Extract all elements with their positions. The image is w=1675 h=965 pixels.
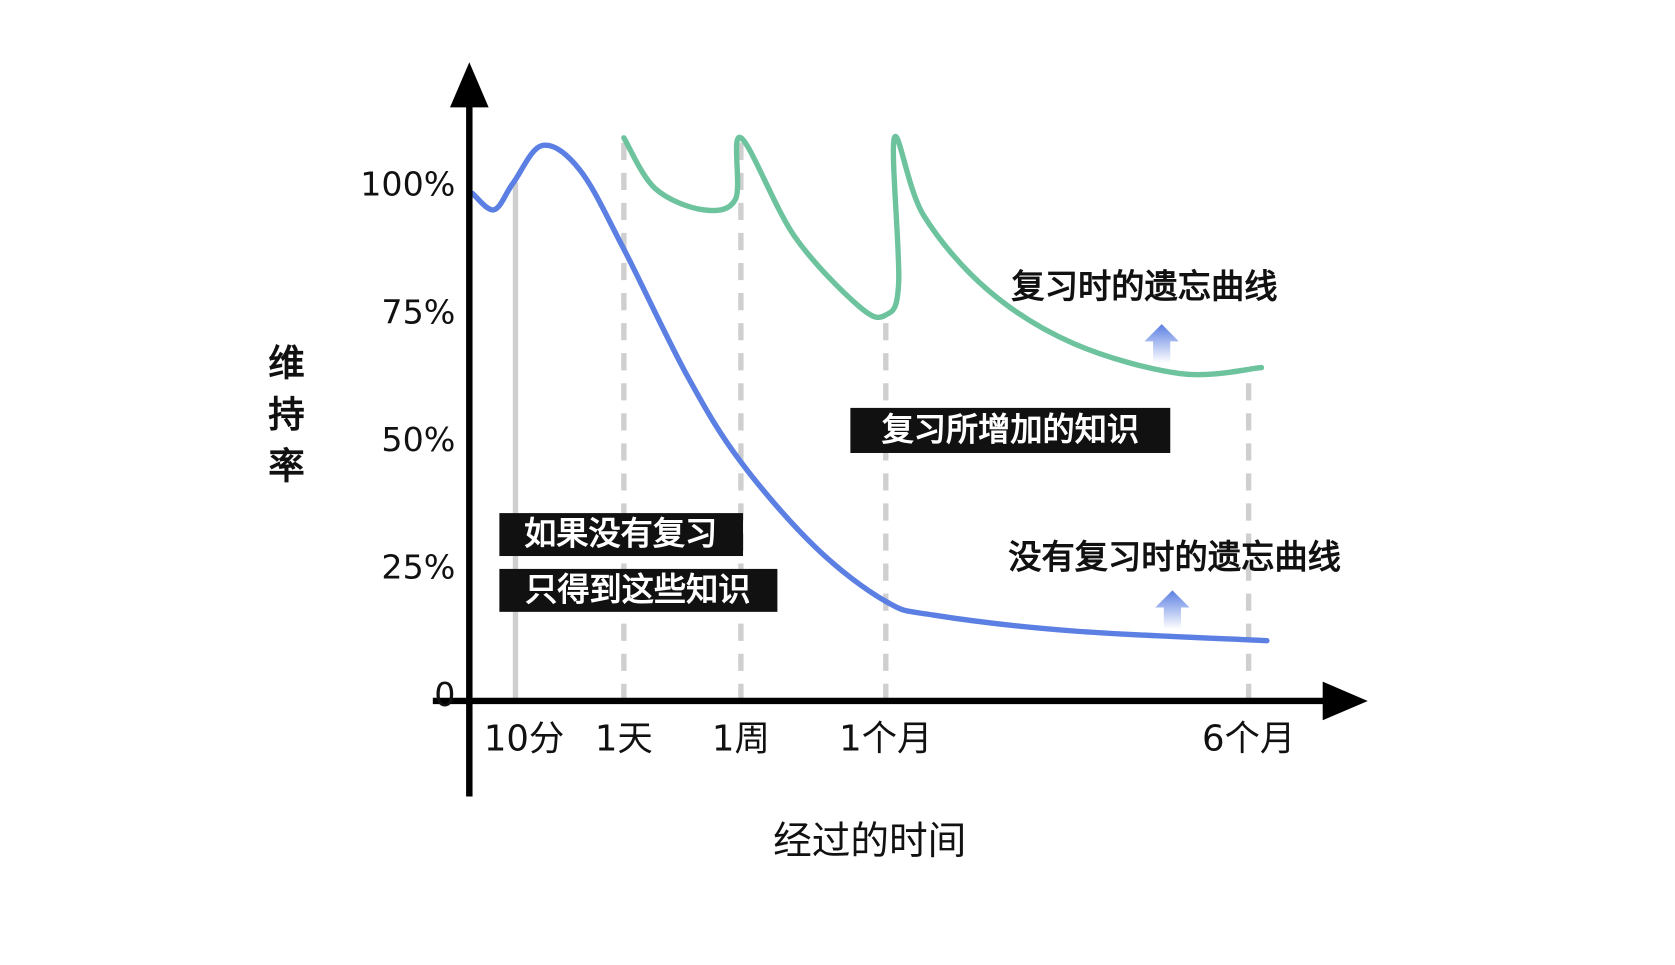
y-tick-label: 0	[434, 675, 455, 714]
series-line	[469, 142, 1270, 644]
marks	[469, 133, 1270, 644]
annotation: 如果没有复习	[524, 515, 717, 553]
series-label: 复习时的遗忘曲线	[1011, 267, 1277, 306]
up-arrow	[1155, 590, 1190, 630]
x-axis-arrow	[1322, 681, 1368, 721]
annotation-box	[850, 407, 1171, 453]
annotation-box	[499, 513, 744, 557]
annotation-box	[499, 568, 778, 612]
y-axis-arrow	[449, 62, 489, 108]
y-tick-label: 25%	[381, 548, 455, 587]
annotation: 复习所增加的知识	[882, 411, 1140, 449]
up-arrow	[1144, 324, 1179, 363]
x-axis-label: 经过的时间	[773, 819, 966, 864]
axes	[432, 62, 1368, 797]
x-tick-label: 1周	[712, 719, 770, 760]
annotation: 只得到这些知识	[525, 570, 750, 608]
x-tick-label: 1天	[595, 719, 653, 760]
x-tick-label: 10分	[484, 719, 564, 760]
x-tick-label: 1个月	[839, 719, 932, 760]
y-tick-label: 75%	[381, 292, 455, 331]
x-tick-label: 6个月	[1202, 719, 1295, 760]
series-line	[621, 133, 1265, 378]
y-tick-label: 50%	[381, 420, 455, 459]
y-axis-label: 维持率	[262, 343, 305, 498]
y-tick-label: 100%	[360, 165, 455, 204]
series-label: 没有复习时的遗忘曲线	[1008, 538, 1341, 577]
